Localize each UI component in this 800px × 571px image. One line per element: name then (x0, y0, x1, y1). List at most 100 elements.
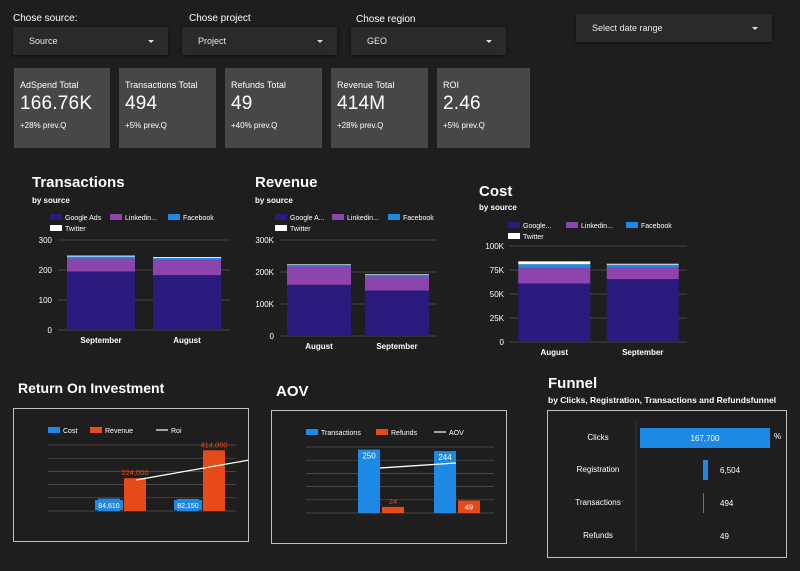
data-label: 49 (465, 503, 473, 512)
unit-header: % (774, 432, 781, 441)
bar-segment (518, 264, 591, 269)
chevron-down-icon (148, 39, 154, 43)
kpi-card-adspend: AdSpend Total 166.76K +28% prev.Q (14, 68, 110, 148)
y-tick-label: 0 (48, 326, 53, 335)
bar-segment (287, 266, 351, 285)
funnel-value-label: 167,700 (691, 434, 720, 443)
roi-chart: Cost Revenue Roi 84,610 224,000 82,150 414,000 (48, 427, 296, 512)
region-filter-label: Chose region (356, 14, 416, 25)
bar-segment (67, 256, 135, 259)
y-tick-label: 0 (270, 332, 275, 341)
funnel-category-label: Refunds (583, 531, 613, 540)
funnel-bar (703, 460, 708, 480)
funnel-chart: % Clicks 167,700 Registration 6,504 Transacti… (575, 421, 781, 551)
project-dropdown[interactable]: Project (182, 27, 337, 55)
kpi-title: AdSpend Total (20, 80, 79, 90)
legend-swatch (110, 214, 122, 220)
bar (458, 500, 480, 513)
legend-label: Facebook (641, 223, 672, 230)
chevron-down-icon (486, 39, 492, 43)
kpi-card-transactions: Transactions Total 494 +5% prev.Q (119, 68, 216, 148)
funnel-value-label: 6,504 (720, 466, 741, 475)
aov-chart-panel: Transactions Refunds AOV 250 24 244 49 (271, 410, 507, 544)
project-filter-label: Chose project (189, 13, 251, 24)
legend-swatch (388, 214, 400, 220)
data-label: 250 (362, 452, 376, 461)
source-dropdown-value: Source (29, 36, 58, 46)
x-tick-label: September (80, 336, 121, 345)
bar (358, 449, 380, 513)
cost-chart-title: Cost (479, 183, 513, 200)
legend-swatch (306, 429, 318, 435)
legend-swatch (50, 214, 62, 220)
y-tick-label: 100K (255, 300, 274, 309)
kpi-value: 166.76K (20, 93, 93, 114)
data-label: 244 (438, 453, 452, 462)
transactions-chart-title: Transactions (32, 174, 125, 191)
date-range-picker[interactable]: Select date range (576, 14, 772, 42)
kpi-change: +28% prev.Q (20, 121, 67, 130)
legend-label: Transactions (321, 430, 361, 437)
bar (203, 450, 225, 511)
legend-label: Google... (523, 223, 551, 230)
legend-swatch (376, 429, 388, 435)
bar-segment (606, 267, 679, 280)
bar-segment (365, 276, 429, 291)
kpi-value: 414M (337, 93, 386, 114)
y-tick-label: 300 (39, 236, 53, 245)
bar-segment (287, 264, 351, 267)
funnel-chart-subtitle: by Clicks, Registration, Transactions an… (548, 395, 777, 405)
bar (434, 451, 456, 513)
legend-swatch (566, 222, 578, 228)
bar-segment (153, 275, 221, 330)
bar-segment (606, 263, 679, 265)
data-label: 24 (389, 497, 397, 506)
bar-segment (518, 268, 591, 284)
funnel-category-label: Clicks (587, 433, 608, 442)
kpi-value: 49 (231, 93, 253, 114)
cost-chart: Google... Linkedin... Facebook Twitter 0 25K 5… (485, 222, 687, 357)
x-tick-label: September (376, 342, 417, 351)
legend-label: Cost (63, 428, 77, 435)
bar-segment (518, 283, 591, 342)
region-dropdown[interactable]: GEO (351, 27, 506, 55)
data-label-bg (95, 500, 123, 510)
project-dropdown-value: Project (198, 36, 227, 46)
x-tick-label: August (305, 342, 333, 351)
legend-swatch (626, 222, 638, 228)
y-tick-label: 0 (500, 338, 505, 347)
legend-label: Twitter (523, 234, 544, 241)
source-dropdown[interactable]: Source (13, 27, 168, 55)
kpi-card-roi: ROI 2.46 +5% prev.Q (437, 68, 530, 148)
kpi-change: +5% prev.Q (125, 121, 167, 130)
data-label: 414,000 (200, 440, 227, 449)
kpi-title: Transactions Total (125, 80, 198, 90)
line-series (135, 451, 296, 481)
legend-swatch (275, 225, 287, 231)
legend-label: Facebook (183, 215, 214, 222)
bar-segment (67, 255, 135, 257)
legend-swatch (332, 214, 344, 220)
roi-chart-title: Return On Investment (18, 380, 165, 396)
aov-chart-title: AOV (276, 383, 309, 400)
y-tick-label: 50K (490, 290, 505, 299)
y-tick-label: 100 (39, 296, 53, 305)
funnel-value-label: 494 (720, 499, 734, 508)
legend-label: Linkedin... (581, 223, 613, 230)
transactions-chart-subtitle: by source (32, 196, 70, 205)
x-tick-label: August (173, 336, 201, 345)
chevron-down-icon (317, 39, 323, 43)
legend-swatch (508, 222, 520, 228)
x-tick-label: August (540, 348, 568, 357)
cost-chart-subtitle: by source (479, 203, 517, 212)
line-series (379, 462, 457, 469)
legend-swatch (168, 214, 180, 220)
bar (382, 506, 404, 513)
legend-label: Refunds (391, 430, 418, 437)
region-dropdown-value: GEO (367, 36, 388, 46)
y-tick-label: 300K (255, 236, 274, 245)
kpi-card-refunds: Refunds Total 49 +40% prev.Q (225, 68, 322, 148)
legend-label: Roi (171, 428, 182, 435)
legend-label: Google A... (290, 215, 325, 222)
kpi-value: 2.46 (443, 93, 481, 114)
